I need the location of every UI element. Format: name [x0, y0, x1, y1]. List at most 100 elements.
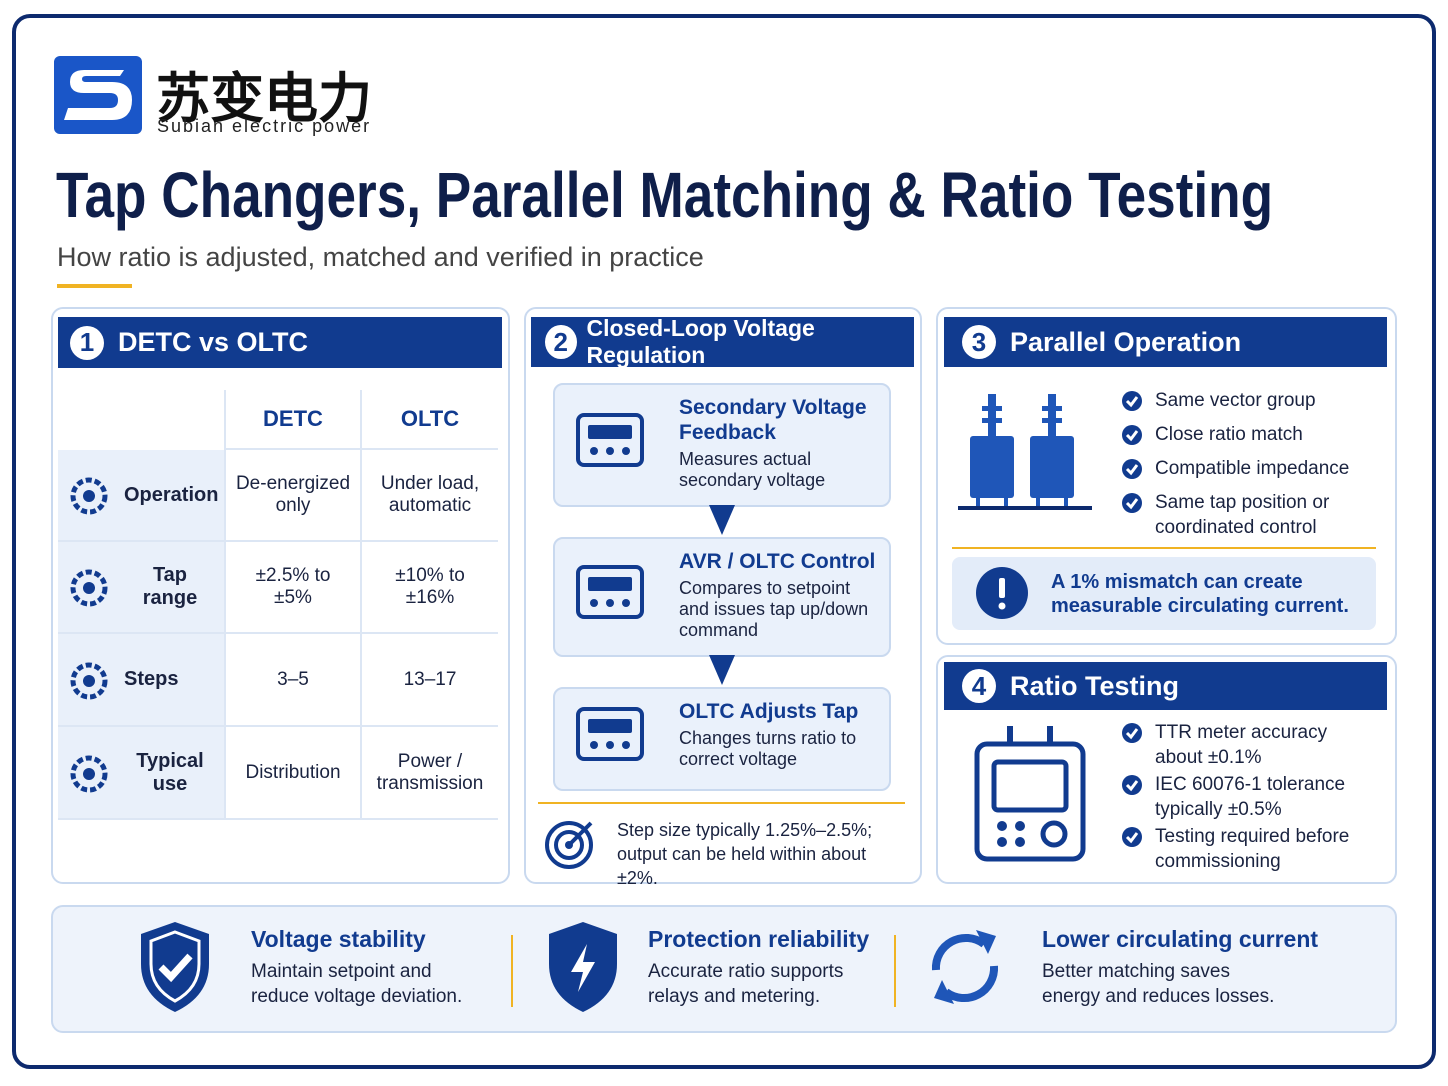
step-title: Secondary Voltage Feedback: [679, 396, 867, 444]
step-icon: [576, 565, 644, 619]
step-title: AVR / OLTC Control: [679, 550, 876, 573]
divider: [952, 547, 1376, 549]
table-cell: 13–17: [360, 634, 498, 727]
check-icon: [1122, 391, 1142, 411]
check-mark: [1125, 832, 1139, 844]
benefit-text: Better matching saves energy and reduces…: [1042, 961, 1275, 1007]
panel-header: 3 Parallel Operation: [944, 317, 1387, 367]
check-item: Testing required before commissioning: [1122, 824, 1375, 874]
step-icon: [576, 707, 644, 761]
column-header: OLTC: [360, 390, 498, 450]
row-icon: [70, 662, 108, 699]
step-desc: Measures actual secondary voltage: [679, 449, 826, 490]
alert-text: A 1% mismatch can create measurable circ…: [1051, 571, 1349, 617]
panel-title: DETC vs OLTC: [118, 327, 309, 357]
table-cell: De-energized only: [224, 450, 360, 542]
brand-cn: 苏变电力: [156, 69, 372, 129]
panel-title: Ratio Testing: [1010, 670, 1180, 701]
step-text: AVR / OLTC Control Compares to setpoint a…: [679, 549, 879, 641]
transformer-icon: [958, 394, 1092, 510]
table-cell: ±2.5% to ±5%: [224, 542, 360, 634]
panel-header: 2 Closed-Loop Voltage Regulation: [531, 315, 914, 368]
step-desc: Changes turns ratio to correct voltage: [679, 728, 857, 769]
divider: [894, 935, 896, 1007]
benefits-bar: [51, 905, 1397, 1033]
check-mark: [1125, 780, 1139, 792]
target-icon: [545, 821, 593, 869]
title: Tap Changers, Parallel Matching & Ratio …: [56, 159, 1274, 231]
step-box: [553, 687, 891, 791]
panel-number: 3: [962, 325, 996, 359]
row-icon: [70, 569, 108, 607]
row-label: Operation: [58, 450, 224, 542]
check-text: Compatible impedance: [1155, 458, 1350, 479]
panel-title: Parallel Operation: [1010, 326, 1242, 357]
benefit: Protection reliability Accurate ratio sup…: [648, 926, 869, 1009]
check-mark: [1125, 396, 1139, 408]
table-cell: Power / transmission: [360, 727, 498, 820]
table-cell: ±10% to ±16%: [360, 542, 498, 634]
frame: [12, 14, 1436, 1069]
benefit-text: Accurate ratio supports relays and meter…: [648, 961, 844, 1007]
check-text: Close ratio match: [1155, 424, 1303, 445]
panel-number: 2: [545, 325, 577, 359]
check-mark: [1125, 728, 1139, 740]
step-title: OLTC Adjusts Tap: [679, 700, 859, 723]
check-item: Same tap position or coordinated control: [1122, 490, 1375, 540]
check-icon: [1122, 775, 1142, 795]
check-item: Compatible impedance: [1122, 456, 1375, 481]
row-icon: [70, 755, 108, 792]
check-text: Testing required before commissioning: [1155, 826, 1350, 872]
row-icon: [70, 477, 108, 515]
panel-header: 1 DETC vs OLTC: [58, 317, 502, 368]
step-desc: Compares to setpoint and issues tap up/d…: [679, 578, 869, 640]
check-text: Same tap position or coordinated control: [1155, 492, 1330, 538]
benefit-title: Lower circulating current: [1042, 926, 1319, 952]
step-text: Secondary Voltage Feedback Measures actua…: [679, 395, 879, 491]
table-cell: Under load, automatic: [360, 450, 498, 542]
check-icon: [1122, 493, 1142, 513]
step-box: [553, 537, 891, 657]
panel-title: Closed-Loop Voltage Regulation: [586, 315, 815, 368]
step-icon: [576, 413, 644, 467]
brand-en: Subian electric power: [157, 116, 372, 136]
shield-check-icon: [141, 922, 209, 1012]
benefit-title: Protection reliability: [648, 926, 870, 952]
subtitle: How ratio is adjusted, matched and verif…: [57, 242, 704, 272]
check-icon: [1122, 459, 1142, 479]
underline: [57, 284, 132, 288]
check-item: Close ratio match: [1122, 422, 1375, 447]
meter-icon: [974, 726, 1086, 862]
check-text: Same vector group: [1155, 390, 1316, 411]
panel-number: 4: [962, 669, 996, 703]
check-mark: [1125, 464, 1139, 476]
divider: [511, 935, 513, 1007]
check-icon: [1122, 827, 1142, 847]
check-icon: [1122, 425, 1142, 445]
cycle-icon: [931, 930, 999, 1004]
benefit: Lower circulating current Better matching…: [1042, 926, 1318, 1009]
check-mark: [1125, 498, 1139, 510]
arrow: [709, 655, 735, 685]
panel-header: 4 Ratio Testing: [944, 662, 1387, 710]
check-icon: [1122, 723, 1142, 743]
alert-icon: [976, 567, 1028, 619]
benefit-text: Maintain setpoint and reduce voltage dev…: [251, 961, 463, 1007]
check-item: IEC 60076-1 tolerance typically ±0.5%: [1122, 772, 1375, 822]
check-item: TTR meter accuracy about ±0.1%: [1122, 720, 1375, 770]
check-text: IEC 60076-1 tolerance typically ±0.5%: [1155, 774, 1346, 820]
note: Step size typically 1.25%–2.5%; output c…: [617, 820, 873, 888]
column-header: DETC: [224, 390, 360, 450]
shield-bolt-icon: [549, 922, 617, 1012]
check-mark: [1125, 430, 1139, 442]
logo: [54, 56, 142, 134]
benefit: Voltage stability Maintain setpoint and r…: [251, 926, 471, 1009]
check-item: Same vector group: [1122, 388, 1375, 413]
step-text: OLTC Adjusts Tap Changes turns ratio to c…: [679, 699, 879, 770]
table-cell: Distribution: [224, 727, 360, 820]
check-text: TTR meter accuracy about ±0.1%: [1155, 722, 1328, 768]
arrow: [709, 505, 735, 535]
benefit-title: Voltage stability: [251, 926, 426, 952]
table-cell: 3–5: [224, 634, 360, 727]
